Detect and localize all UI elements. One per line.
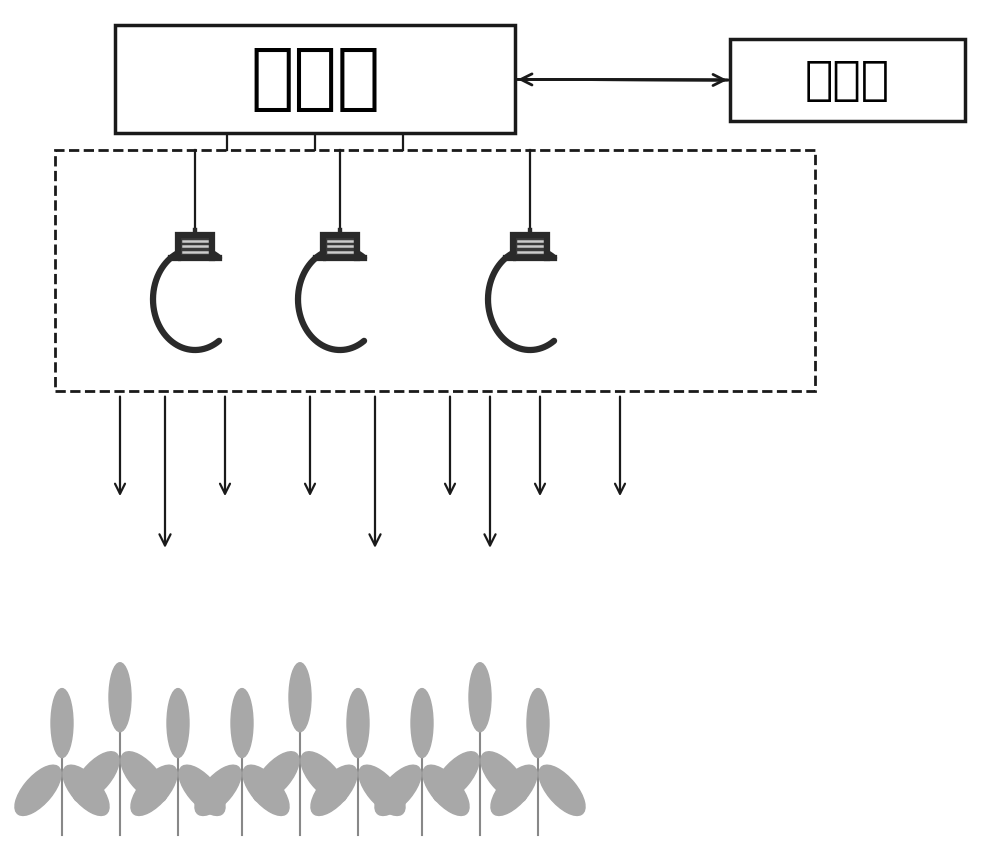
Ellipse shape — [131, 765, 177, 815]
Ellipse shape — [167, 689, 189, 758]
Ellipse shape — [433, 752, 479, 802]
Ellipse shape — [411, 689, 433, 758]
Ellipse shape — [375, 765, 421, 815]
Text: 定时器: 定时器 — [805, 59, 890, 103]
Ellipse shape — [469, 663, 491, 732]
Ellipse shape — [63, 765, 109, 815]
Ellipse shape — [121, 752, 167, 802]
Ellipse shape — [527, 689, 549, 758]
Bar — [115, 26, 515, 133]
Bar — [55, 151, 815, 392]
Ellipse shape — [301, 752, 347, 802]
Bar — [178, 236, 212, 258]
Bar — [513, 236, 547, 258]
Ellipse shape — [481, 752, 527, 802]
Ellipse shape — [253, 752, 299, 802]
Ellipse shape — [347, 689, 369, 758]
Ellipse shape — [15, 765, 61, 815]
Polygon shape — [316, 250, 364, 258]
Bar — [323, 236, 357, 258]
Ellipse shape — [289, 663, 311, 732]
Text: 控制部: 控制部 — [250, 45, 380, 115]
Ellipse shape — [243, 765, 289, 815]
Ellipse shape — [109, 663, 131, 732]
Polygon shape — [506, 250, 554, 258]
Bar — [730, 40, 965, 122]
Ellipse shape — [231, 689, 253, 758]
Ellipse shape — [423, 765, 469, 815]
Ellipse shape — [491, 765, 537, 815]
Ellipse shape — [539, 765, 585, 815]
Ellipse shape — [73, 752, 119, 802]
Ellipse shape — [359, 765, 405, 815]
Ellipse shape — [311, 765, 357, 815]
Ellipse shape — [195, 765, 241, 815]
Ellipse shape — [51, 689, 73, 758]
Polygon shape — [171, 250, 219, 258]
Ellipse shape — [179, 765, 225, 815]
